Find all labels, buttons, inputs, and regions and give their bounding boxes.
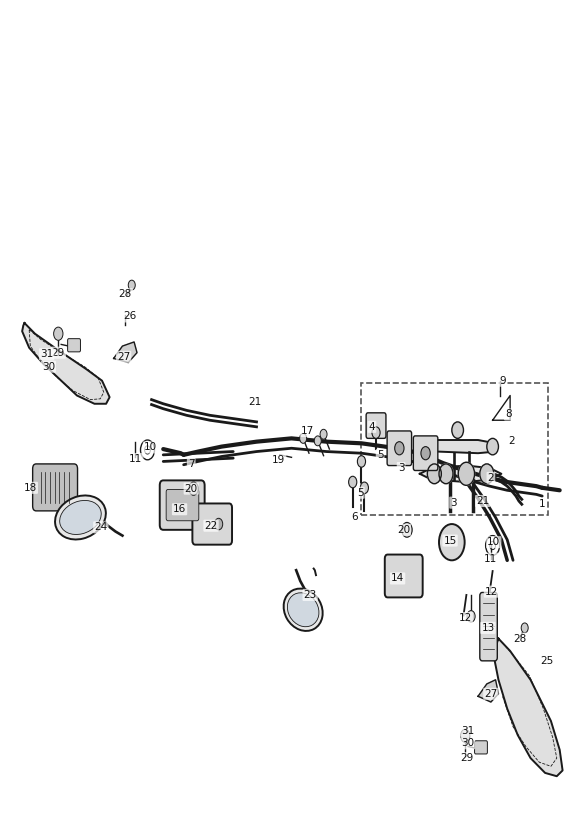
Text: 5: 5 <box>377 450 384 460</box>
Text: 29: 29 <box>460 753 473 763</box>
Circle shape <box>421 447 430 460</box>
Text: 24: 24 <box>94 522 107 532</box>
Text: 12: 12 <box>485 587 498 597</box>
Circle shape <box>395 442 404 455</box>
Text: 19: 19 <box>272 455 285 465</box>
Circle shape <box>458 462 475 485</box>
FancyBboxPatch shape <box>160 480 205 530</box>
Text: 2: 2 <box>487 473 494 483</box>
Circle shape <box>372 427 380 438</box>
Text: 25: 25 <box>540 656 553 666</box>
Circle shape <box>300 433 307 443</box>
Circle shape <box>487 438 498 455</box>
Text: 18: 18 <box>24 483 37 493</box>
Text: 21: 21 <box>476 496 489 506</box>
Text: 27: 27 <box>117 352 130 362</box>
Ellipse shape <box>59 500 101 535</box>
FancyBboxPatch shape <box>475 741 487 754</box>
Text: 15: 15 <box>444 536 456 545</box>
Text: 31: 31 <box>461 726 474 736</box>
Circle shape <box>452 422 463 438</box>
Text: 10: 10 <box>144 442 157 452</box>
Text: 17: 17 <box>301 426 314 436</box>
Text: 20: 20 <box>397 525 410 535</box>
Text: 30: 30 <box>42 362 55 372</box>
Circle shape <box>427 464 441 484</box>
Text: 23: 23 <box>304 590 317 600</box>
Circle shape <box>360 482 368 494</box>
FancyBboxPatch shape <box>33 464 78 511</box>
FancyBboxPatch shape <box>166 489 199 521</box>
FancyBboxPatch shape <box>366 413 386 438</box>
Text: 9: 9 <box>499 376 506 386</box>
Circle shape <box>128 280 135 290</box>
Circle shape <box>439 524 465 560</box>
Polygon shape <box>22 323 110 404</box>
Text: 11: 11 <box>129 454 142 464</box>
Circle shape <box>461 729 470 742</box>
Text: 4: 4 <box>368 422 375 432</box>
Text: 5: 5 <box>357 488 364 498</box>
FancyBboxPatch shape <box>480 592 497 661</box>
Circle shape <box>314 436 321 446</box>
Circle shape <box>215 518 223 530</box>
Ellipse shape <box>287 592 319 627</box>
Text: 6: 6 <box>351 513 358 522</box>
Text: 21: 21 <box>249 397 262 407</box>
Circle shape <box>521 623 528 633</box>
FancyBboxPatch shape <box>387 431 412 466</box>
Circle shape <box>439 464 453 484</box>
Circle shape <box>189 482 198 495</box>
Text: 31: 31 <box>40 349 53 359</box>
Polygon shape <box>114 342 137 363</box>
Circle shape <box>467 611 475 622</box>
Circle shape <box>357 456 366 467</box>
Text: 14: 14 <box>391 574 404 583</box>
FancyBboxPatch shape <box>385 555 423 597</box>
Polygon shape <box>494 639 563 776</box>
FancyBboxPatch shape <box>192 503 232 545</box>
Text: 16: 16 <box>173 504 186 514</box>
Text: 26: 26 <box>123 311 136 321</box>
Bar <box>361 383 548 515</box>
Text: 28: 28 <box>513 634 526 644</box>
Text: 20: 20 <box>185 484 198 494</box>
Text: 29: 29 <box>52 348 65 358</box>
Text: 3: 3 <box>398 463 405 473</box>
Text: 3: 3 <box>450 498 457 508</box>
Text: 27: 27 <box>484 689 497 699</box>
Circle shape <box>54 327 63 340</box>
Text: 7: 7 <box>188 459 195 469</box>
Ellipse shape <box>55 495 106 540</box>
Circle shape <box>320 429 327 439</box>
FancyBboxPatch shape <box>68 339 80 352</box>
Text: 8: 8 <box>505 410 512 419</box>
Text: 13: 13 <box>482 623 494 633</box>
FancyBboxPatch shape <box>413 436 438 471</box>
Text: 12: 12 <box>459 613 472 623</box>
Text: 1: 1 <box>539 499 546 509</box>
Text: 10: 10 <box>487 537 500 547</box>
Circle shape <box>349 476 357 488</box>
Text: 2: 2 <box>508 436 515 446</box>
Polygon shape <box>478 680 498 702</box>
Circle shape <box>402 522 412 537</box>
Polygon shape <box>420 466 501 482</box>
Polygon shape <box>426 440 496 453</box>
Circle shape <box>480 464 494 484</box>
Text: 28: 28 <box>119 289 132 299</box>
Text: 30: 30 <box>461 738 474 748</box>
Text: 22: 22 <box>205 521 217 531</box>
Ellipse shape <box>284 588 322 631</box>
Text: 11: 11 <box>484 554 497 564</box>
